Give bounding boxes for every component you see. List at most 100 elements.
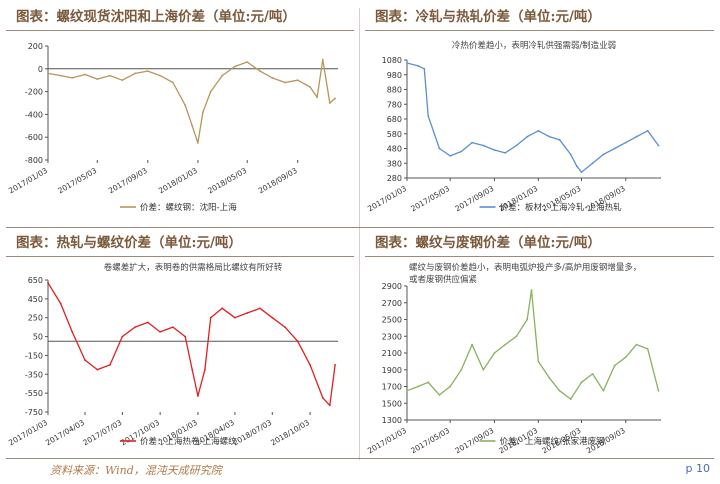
chart-svg-2: 冷热价差趋小，表明冷轧供强需弱/制造业弱 1080 980 880 780 680 580 4… [366, 40, 661, 214]
data-point [438, 394, 441, 396]
data-point [471, 141, 473, 144]
data-point [172, 326, 174, 328]
legend-label: 价差：板材：上海冷轧-上海热轧 [500, 202, 623, 213]
data-point [321, 397, 324, 399]
y-tick-label: 650 [28, 276, 43, 285]
data-point [59, 302, 62, 305]
chart-svg-3: 卷螺差扩大，表明卷的供需格局比螺纹有所好转 650 450 250 50 -150 -350… [7, 262, 338, 448]
data-point [309, 364, 311, 366]
data-point [109, 364, 111, 366]
data-point [204, 368, 206, 371]
data-point [438, 147, 441, 150]
data-point [657, 144, 660, 147]
x-tick-label: 2017/01/03 [7, 418, 49, 448]
y-tick-label: 2700 [382, 299, 402, 308]
data-point [328, 102, 331, 104]
chart-title-4: 图表：螺纹与废钢价差（单位:元/吨） [365, 230, 714, 257]
x-tick-label: 2018/07/03 [231, 418, 273, 448]
x-tick-label: 2017/01/03 [7, 166, 49, 196]
data-point [121, 335, 124, 338]
footer-divider [6, 458, 714, 459]
data-point [191, 368, 194, 371]
y-tick-label: 1500 [382, 399, 402, 408]
data-point [613, 364, 616, 367]
data-point [635, 343, 638, 346]
data-point [591, 373, 594, 375]
data-point [71, 331, 74, 333]
data-point [146, 70, 149, 72]
data-point [109, 74, 111, 77]
data-point [558, 138, 561, 141]
data-point [197, 395, 199, 397]
y-tick-label: -800 [25, 156, 43, 165]
y-tick-label: 2500 [382, 316, 402, 325]
data-point [271, 77, 274, 79]
data-point [591, 162, 594, 165]
x-tick-label: 2017/01/03 [366, 426, 408, 454]
data-point [657, 389, 660, 392]
data-point [569, 153, 572, 156]
legend-label: 价差：螺纹钢：沈阳-上海 [140, 202, 237, 213]
data-point [334, 364, 336, 366]
x-tick-label: 2017/05/03 [409, 184, 451, 214]
y-tick-label: 480 [387, 145, 402, 154]
data-point [146, 321, 149, 324]
data-point [321, 58, 324, 61]
data-point [172, 81, 174, 84]
data-point [406, 62, 408, 64]
data-point [184, 104, 187, 107]
data-point [515, 144, 518, 147]
data-point [84, 73, 86, 76]
data-point [493, 149, 496, 151]
y-tick-label: 1700 [382, 383, 402, 392]
data-point [316, 96, 318, 99]
data-point [515, 335, 518, 338]
data-point [134, 72, 137, 75]
data-point [482, 144, 485, 147]
data-point [47, 72, 49, 75]
data-point [334, 97, 336, 100]
data-point [159, 74, 162, 77]
data-point [284, 326, 286, 328]
data-point [246, 312, 249, 314]
data-point [526, 135, 529, 138]
data-point [159, 331, 162, 333]
chart-title-2: 图表：冷轧与热轧价差（单位:元/吨） [365, 4, 714, 31]
row-divider [6, 227, 714, 228]
chart-annotation-line2: 或者废钢供应偏紧 [409, 274, 477, 285]
data-point [96, 368, 99, 371]
y-tick-label: -600 [25, 133, 43, 142]
data-point [449, 385, 452, 388]
data-point [309, 86, 311, 88]
data-point [234, 65, 236, 68]
y-tick-label: 680 [387, 115, 402, 124]
data-point [59, 74, 62, 77]
data-point [449, 155, 452, 157]
data-point [493, 352, 496, 354]
data-point [84, 359, 86, 361]
y-tick-label: -750 [25, 408, 43, 417]
data-point [328, 404, 331, 407]
data-point [482, 368, 485, 371]
chart-title-1: 图表：螺纹现货沈阳和上海价差（单位:元/吨） [6, 4, 354, 31]
data-point [191, 124, 194, 127]
series-line [406, 289, 660, 400]
data-point [284, 81, 286, 84]
data-point [246, 61, 249, 63]
data-point [613, 147, 616, 150]
data-point [47, 281, 49, 284]
y-tick-label: -200 [25, 88, 43, 97]
data-point [575, 165, 578, 168]
y-tick-label: 50 [33, 333, 43, 342]
data-point [602, 153, 605, 156]
data-point [221, 307, 224, 310]
y-tick-label: 280 [387, 174, 402, 183]
data-point [537, 360, 540, 363]
x-tick-label: 2017/05/03 [409, 426, 451, 454]
chart-panel-1: 图表：螺纹现货沈阳和上海价差（单位:元/吨） 200 0 -200 -400 -600 -… [6, 4, 354, 220]
y-tick-label: 0 [38, 65, 43, 74]
x-tick-label: 2017/07/03 [81, 418, 123, 448]
data-point [234, 316, 236, 319]
x-tick-label: 2017/09/03 [453, 184, 495, 214]
source-note: 资料来源：Wind，混沌天成研究院 [50, 464, 222, 477]
